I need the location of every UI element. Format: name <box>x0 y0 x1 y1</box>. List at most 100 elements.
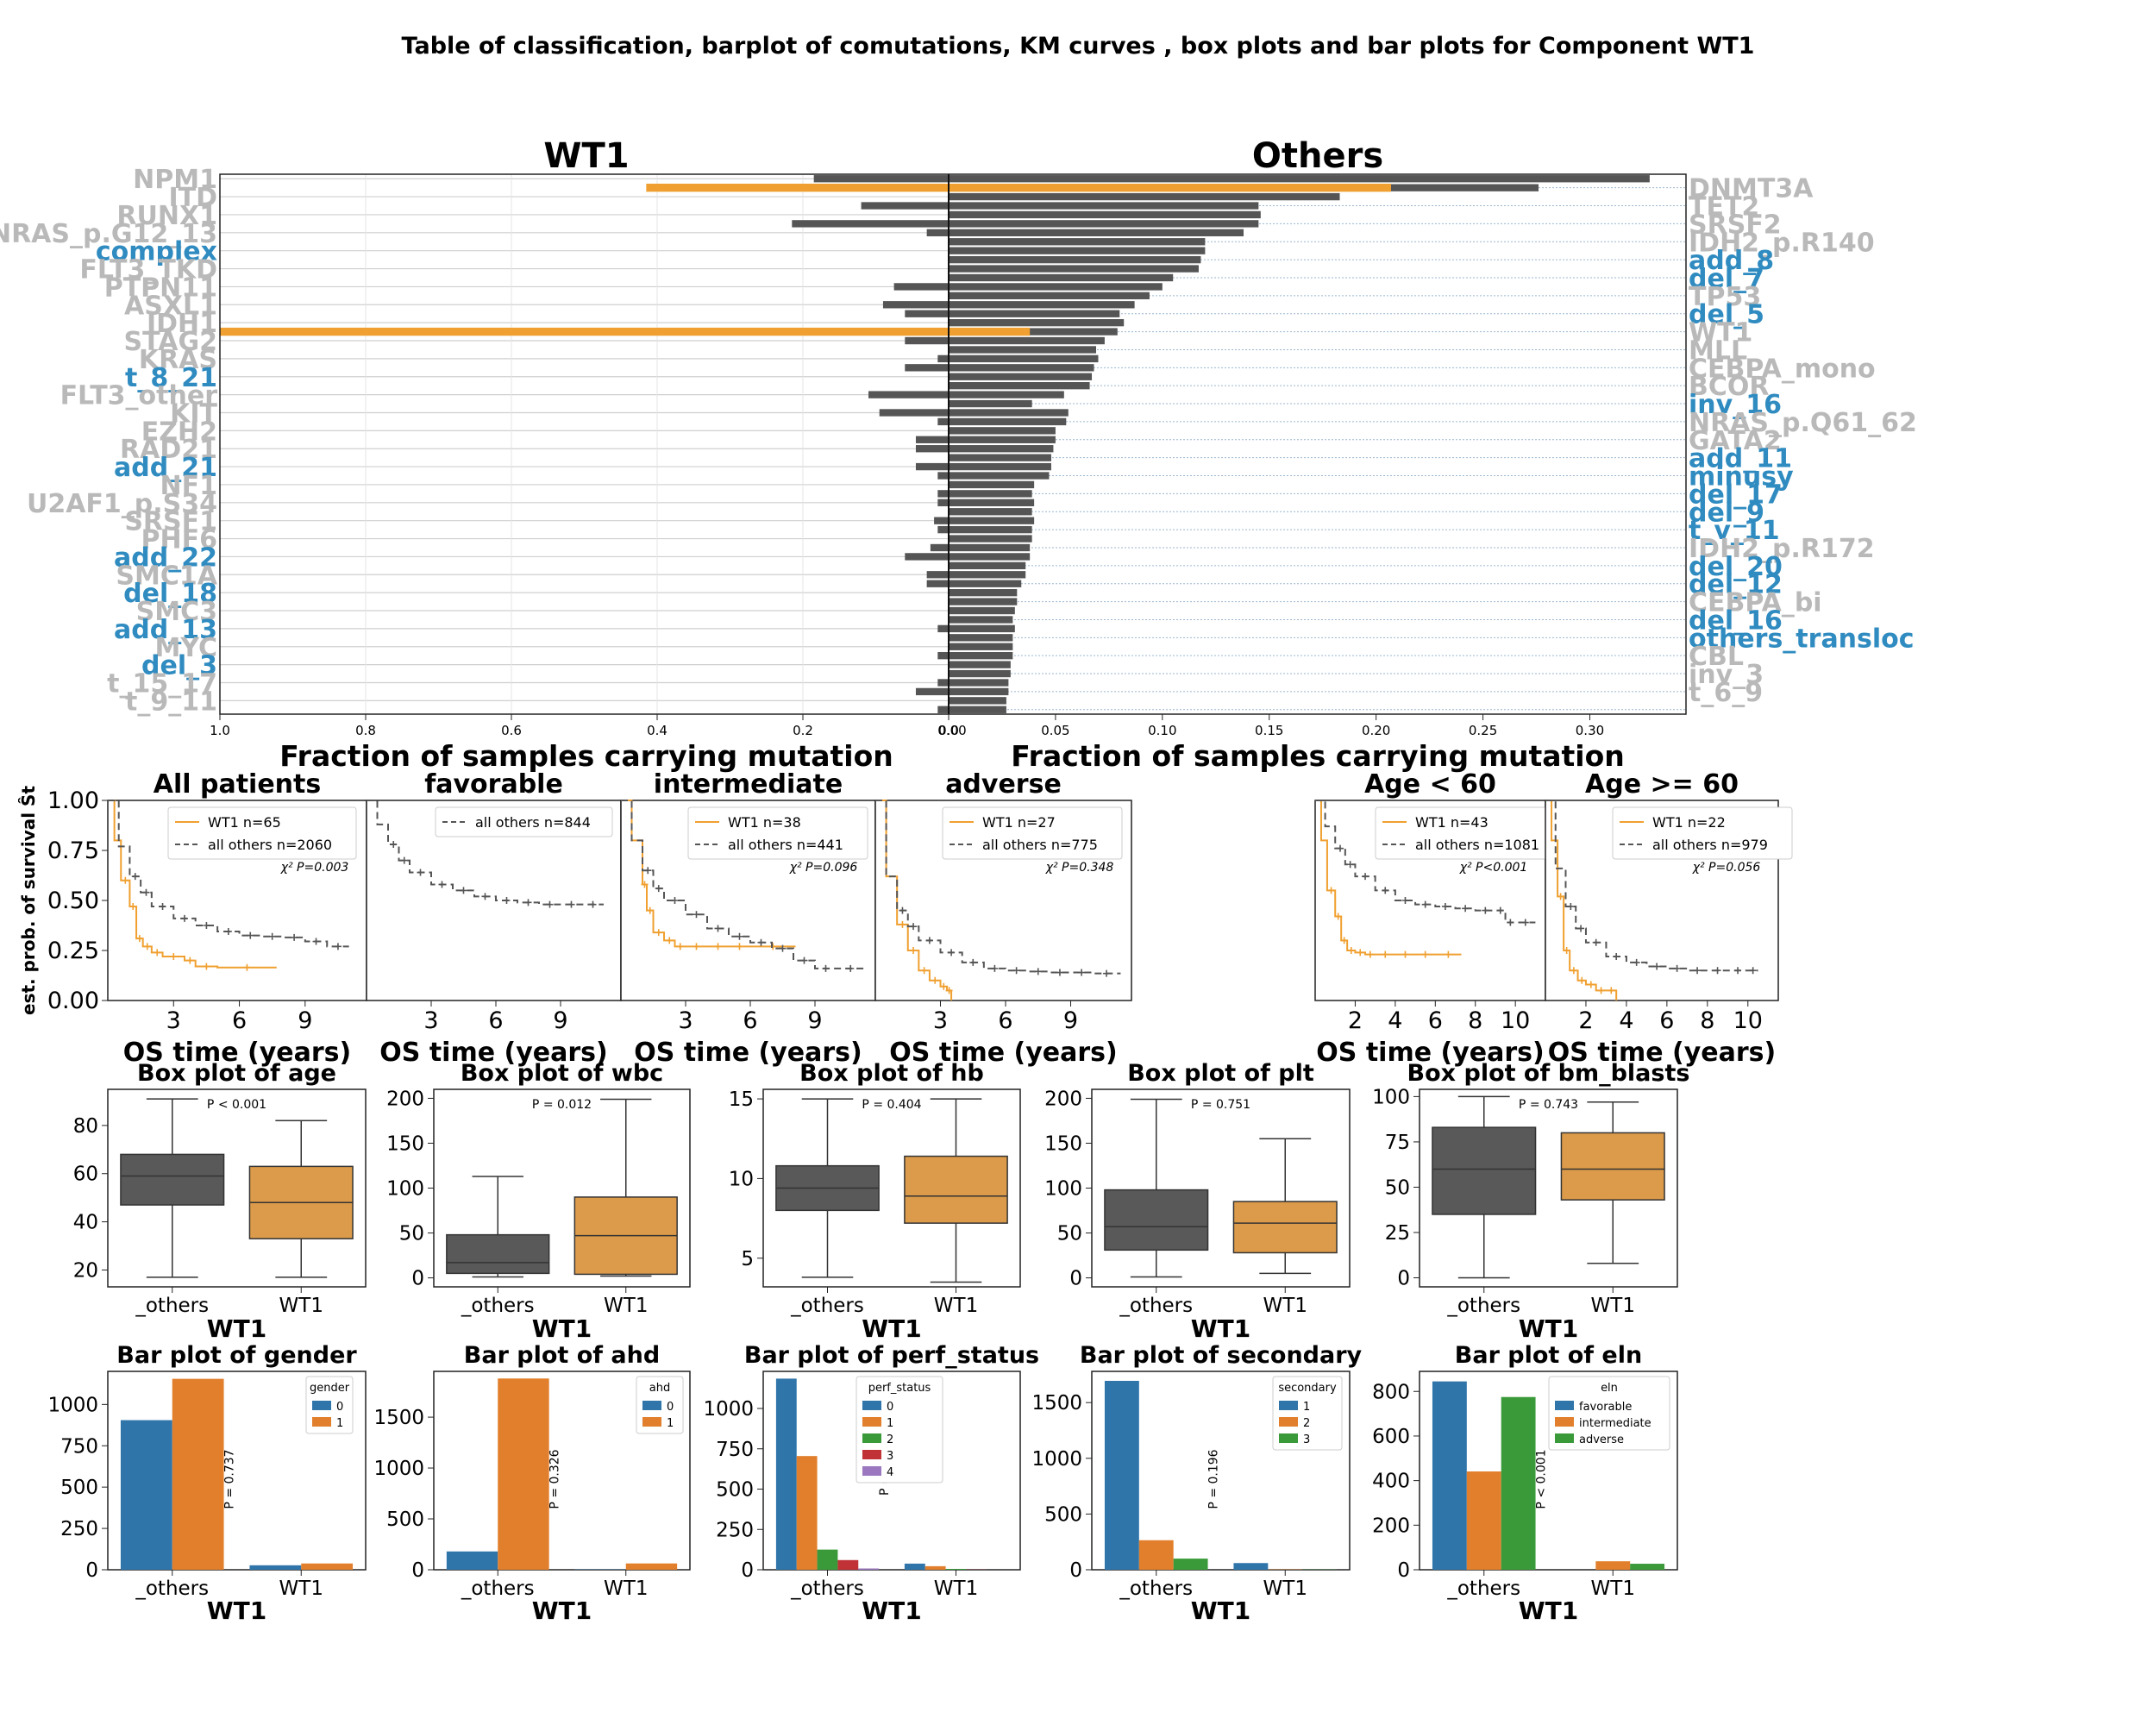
km-censor-mark <box>186 957 194 964</box>
km-censor-mark <box>800 957 808 964</box>
left-category-label: IDH1 <box>147 309 217 339</box>
km-xtick-label: 9 <box>1063 1007 1078 1034</box>
km-others-curve <box>367 800 604 906</box>
km-ytick-label: 0.75 <box>47 837 99 864</box>
right-category-label: CEBPA_bi <box>1689 588 1822 618</box>
bar-legend-label: 0 <box>887 1401 893 1414</box>
box-xlabel: WT1 <box>1519 1314 1578 1343</box>
km-censor-mark <box>400 856 408 864</box>
km-xtick-label: 9 <box>553 1007 567 1034</box>
left-xlabel: Fraction of samples carrying mutation <box>279 739 893 773</box>
km-legend-label: WT1 n=43 <box>1415 814 1489 831</box>
left-category-label: ASXL1 <box>124 291 217 321</box>
box-title: Box plot of bm_blasts <box>1407 1060 1690 1087</box>
km-legend-label: WT1 n=38 <box>728 814 801 831</box>
box-ytick-label: 75 <box>1385 1132 1410 1154</box>
km-xlabel: OS time (years) <box>1316 1038 1544 1068</box>
km-censor-mark <box>899 920 906 928</box>
left-category-label: SRSF1 <box>124 507 217 537</box>
box-body <box>1560 1132 1665 1201</box>
others-comutation-bar <box>949 480 1035 489</box>
others-comutation-bar <box>949 202 1259 210</box>
km-xtick-label: 4 <box>1619 1007 1633 1034</box>
others-comutation-bar <box>949 687 1009 696</box>
km-pvalue: χ² P=0.003 <box>280 861 349 875</box>
left-xtick-label: 0.4 <box>647 723 667 738</box>
others-comutation-bar <box>949 273 1174 282</box>
km-pvalue: χ² P=0.096 <box>789 861 858 875</box>
km-censor-mark <box>390 841 398 849</box>
bar-intermediate <box>1466 1471 1501 1570</box>
others-highlight-bar <box>949 327 1031 336</box>
km-xlabel: OS time (years) <box>1548 1038 1776 1068</box>
left-category-label: NRAS_p.G12_13 <box>0 219 217 249</box>
box-title: Box plot of hb <box>799 1060 984 1087</box>
km-censor-mark <box>1673 964 1681 972</box>
bar-1 <box>498 1378 549 1570</box>
box-xtick-label: WT1 <box>934 1295 978 1317</box>
bar-legend-title: ahd <box>649 1382 670 1395</box>
left-category-label: MYC <box>154 633 217 663</box>
others-comutation-bar <box>949 561 1026 570</box>
bar-legend-label: 0 <box>667 1401 674 1414</box>
left-xtick-label: 1.0 <box>210 723 230 738</box>
km-censor-mark <box>1012 967 1020 975</box>
others-panel-title: Others <box>1252 136 1383 176</box>
left-category-label: t_15_17 <box>107 668 217 699</box>
bar-0 <box>904 1563 925 1570</box>
bar-legend-swatch <box>1555 1417 1574 1427</box>
bar-adverse <box>1501 1396 1536 1570</box>
right-category-label: NRAS_p.Q61_62 <box>1689 408 1917 438</box>
km-censor-mark <box>1570 967 1577 975</box>
km-censor-mark <box>1337 844 1344 852</box>
km-panel: Age < 60 2 4 6 8 10 OS time (years) WT1 n=43 all… <box>1314 769 1556 1068</box>
figure-suptitle: Table of classification, barplot of comu… <box>402 33 1755 60</box>
km-others-curve <box>875 800 1121 975</box>
bar-xtick-label: _others <box>135 1578 209 1600</box>
box-body <box>1232 1201 1338 1254</box>
km-censor-mark <box>1078 969 1086 976</box>
bar-legend-swatch <box>862 1401 881 1410</box>
bar-title: Bar plot of ahd <box>464 1342 660 1369</box>
bar-xtick-label: WT1 <box>1263 1578 1307 1600</box>
others-comutation-bar <box>949 643 1013 650</box>
bar-legend-swatch <box>862 1417 881 1427</box>
left-category-label: NF1 <box>160 471 217 501</box>
bar-1 <box>301 1563 354 1570</box>
km-censor-mark <box>203 922 210 929</box>
bar-legend-label: 3 <box>887 1450 893 1463</box>
box-pvalue: P = 0.751 <box>1191 1098 1250 1112</box>
box-xtick-label: _others <box>1119 1295 1193 1317</box>
bar-ytick-label: 0 <box>741 1559 754 1582</box>
km-title: favorable <box>424 769 563 800</box>
others-comutation-bar <box>949 283 1163 291</box>
km-legend-box <box>1612 806 1793 860</box>
km-others-curve <box>108 800 349 948</box>
right-category-label: del_16 <box>1689 605 1783 636</box>
box-pvalue: P = 0.404 <box>862 1098 921 1112</box>
km-censor-mark <box>1577 925 1585 932</box>
bar-pvalue: P = 0.737 <box>223 1449 237 1509</box>
km-censor-mark <box>1421 950 1429 958</box>
box-ytick-label: 100 <box>1044 1178 1082 1201</box>
km-ytick-label: 0.25 <box>47 938 99 964</box>
left-xtick-label: 0.2 <box>793 723 813 738</box>
km-pvalue: χ² P=0.348 <box>1045 861 1114 875</box>
km-ylabel: est. prob. of survival Ŝt <box>18 786 39 1015</box>
km-legend-label: all others n=441 <box>728 837 843 853</box>
km-censor-mark <box>641 881 649 888</box>
others-comutation-bar <box>949 706 1006 713</box>
bar-legend-swatch <box>312 1401 331 1410</box>
others-comutation-bar <box>949 382 1090 390</box>
km-legend-box <box>687 806 868 860</box>
bar-1 <box>924 1565 946 1570</box>
box-pvalue: P = 0.012 <box>532 1098 592 1112</box>
others-comutation-bar <box>949 210 1261 219</box>
right-category-label: IDH2_p.R172 <box>1689 534 1875 564</box>
bar-ytick-label: 0 <box>85 1559 98 1582</box>
km-censor-mark <box>693 943 700 950</box>
others-comutation-bar <box>949 310 1120 317</box>
km-xtick-label: 6 <box>743 1007 757 1034</box>
